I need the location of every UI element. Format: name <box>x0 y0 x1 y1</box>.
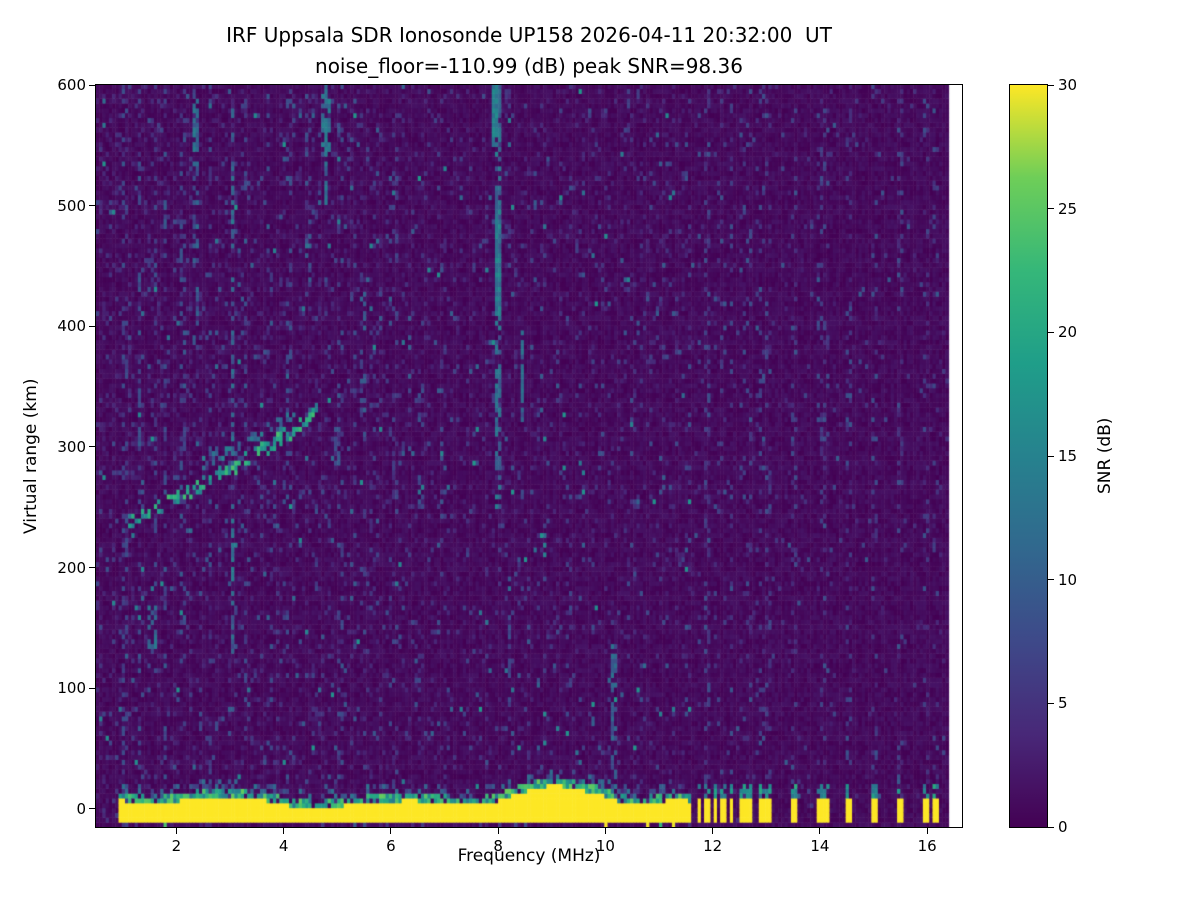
y-tick-mark <box>89 205 95 207</box>
x-axis-label: Frequency (MHz) <box>457 846 601 866</box>
x-tick-label: 16 <box>917 837 937 855</box>
colorbar-tick-label: 5 <box>1058 694 1068 713</box>
x-tick-mark <box>497 828 499 834</box>
y-tick-mark <box>89 808 95 810</box>
colorbar-tick-label: 25 <box>1058 199 1078 218</box>
y-axis-label: Virtual range (km) <box>21 378 41 534</box>
colorbar-tick-label: 20 <box>1058 323 1078 342</box>
x-tick-mark <box>604 828 606 834</box>
x-tick-label: 10 <box>595 837 615 855</box>
x-tick-mark <box>712 828 714 834</box>
ionogram-heatmap <box>96 85 962 827</box>
y-tick-mark <box>89 567 95 569</box>
y-tick-mark <box>89 84 95 86</box>
x-tick-label: 2 <box>171 837 182 855</box>
colorbar-tick-mark <box>1048 702 1054 704</box>
y-tick-label: 600 <box>57 76 86 94</box>
y-tick-label: 0 <box>76 799 86 818</box>
colorbar-tick-mark <box>1048 84 1054 86</box>
x-tick-mark <box>175 828 177 834</box>
x-tick-mark <box>926 828 928 834</box>
colorbar-gradient <box>1010 85 1047 827</box>
colorbar-frame <box>1009 84 1048 828</box>
colorbar-tick-mark <box>1048 331 1054 333</box>
y-tick-label: 400 <box>57 317 86 336</box>
y-tick-mark <box>89 446 95 448</box>
x-tick-label: 4 <box>278 837 289 855</box>
colorbar-tick-label: 0 <box>1058 818 1068 836</box>
x-tick-mark <box>819 828 821 834</box>
chart-title-line1: IRF Uppsala SDR Ionosonde UP158 2026-04-… <box>226 23 832 47</box>
colorbar-tick-mark <box>1048 579 1054 581</box>
colorbar-label: SNR (dB) <box>1095 417 1115 495</box>
chart-title-line2: noise_floor=-110.99 (dB) peak SNR=98.36 <box>315 54 743 78</box>
colorbar-tick-label: 15 <box>1058 447 1078 465</box>
colorbar-tick-mark <box>1048 826 1054 828</box>
y-tick-mark <box>89 325 95 327</box>
y-tick-label: 300 <box>57 437 86 456</box>
colorbar-tick-mark <box>1048 455 1054 457</box>
x-tick-label: 12 <box>703 837 723 855</box>
y-tick-mark <box>89 687 95 689</box>
chart-title: IRF Uppsala SDR Ionosonde UP158 2026-04-… <box>96 20 962 82</box>
x-tick-label: 8 <box>493 837 503 855</box>
y-tick-label: 200 <box>57 558 86 577</box>
x-tick-mark <box>283 828 285 834</box>
x-tick-label: 14 <box>810 837 830 855</box>
x-tick-mark <box>390 828 392 834</box>
y-tick-label: 100 <box>57 679 86 698</box>
x-tick-label: 6 <box>386 837 396 855</box>
colorbar-tick-mark <box>1048 208 1054 210</box>
colorbar-tick-label: 10 <box>1058 570 1078 589</box>
y-tick-label: 500 <box>57 196 86 215</box>
colorbar-tick-label: 30 <box>1058 76 1078 94</box>
